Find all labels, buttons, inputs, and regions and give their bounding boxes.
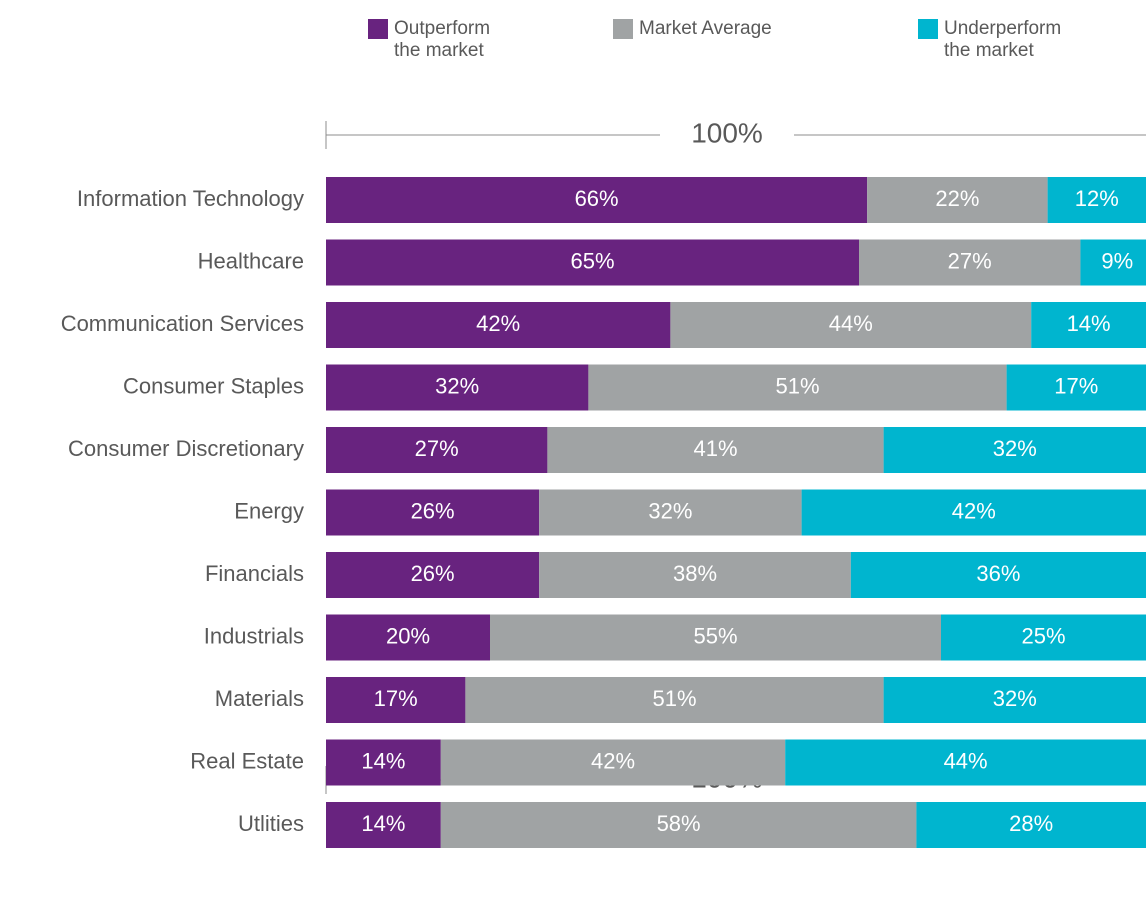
bar-segment [440, 739, 786, 786]
legend-label: Underperform the market [944, 18, 1062, 61]
data-label: 14% [361, 811, 405, 836]
bar-segment [1031, 302, 1146, 348]
bar-segment [1047, 177, 1146, 223]
category-label: Utlities [238, 811, 304, 836]
bar-segment [326, 177, 868, 223]
legend-label: Outperform the market [394, 18, 491, 61]
bar-segment [326, 802, 441, 848]
bar-segment [539, 552, 851, 598]
category-label: Information Technology [77, 186, 304, 211]
bar-segment [326, 427, 548, 473]
bar-segment [547, 427, 884, 473]
data-label: 26% [411, 561, 455, 586]
bar-segment [883, 677, 1146, 723]
data-label: 14% [361, 748, 405, 773]
data-label: 44% [944, 748, 988, 773]
category-label: Healthcare [198, 248, 304, 273]
data-label: 14% [1067, 311, 1111, 336]
scale-label: 100% [691, 117, 763, 148]
bar-segment [326, 364, 589, 411]
category-label: Consumer Staples [123, 373, 304, 398]
data-label: 32% [435, 373, 479, 398]
data-label: 38% [673, 561, 717, 586]
data-label: 32% [993, 436, 1037, 461]
bar-segment [883, 427, 1146, 473]
bar-segment [801, 489, 1146, 536]
data-label: 20% [386, 623, 430, 648]
data-label: 17% [1054, 373, 1098, 398]
data-label: 26% [411, 498, 455, 523]
bar-segment [326, 489, 540, 536]
data-label: 44% [829, 311, 873, 336]
data-label: 36% [976, 561, 1020, 586]
bar-segment [867, 177, 1048, 223]
data-label: 58% [657, 811, 701, 836]
bar-segment [588, 364, 1007, 411]
category-label: Financials [205, 561, 304, 586]
bar-segment [785, 739, 1146, 786]
legend-swatch [368, 19, 388, 39]
bar-segment [326, 677, 466, 723]
data-label: 32% [993, 686, 1037, 711]
data-label: 12% [1075, 186, 1119, 211]
bar-segment [326, 239, 859, 286]
data-label: 66% [575, 186, 619, 211]
legend-swatch [918, 19, 938, 39]
data-label: 27% [948, 248, 992, 273]
bar-segment [465, 677, 884, 723]
bar-segment [440, 802, 917, 848]
data-label: 17% [374, 686, 418, 711]
data-label: 25% [1021, 623, 1065, 648]
data-label: 42% [591, 748, 635, 773]
legend-swatch [613, 19, 633, 39]
bar-segment [326, 302, 671, 348]
category-label: Energy [234, 498, 304, 523]
legend-label: Market Average [639, 18, 772, 39]
category-label: Industrials [204, 623, 304, 648]
bar-segment [1006, 364, 1146, 411]
data-label: 51% [652, 686, 696, 711]
data-label: 65% [570, 248, 614, 273]
bar-segment [670, 302, 1032, 348]
bar-segment [326, 552, 540, 598]
data-label: 42% [476, 311, 520, 336]
data-label: 32% [648, 498, 692, 523]
bar-segment [326, 739, 441, 786]
data-label: 22% [935, 186, 979, 211]
bar-segment [1080, 239, 1146, 286]
bar-segment [326, 614, 490, 661]
data-label: 55% [693, 623, 737, 648]
category-label: Real Estate [190, 748, 304, 773]
bar-segment [916, 802, 1146, 848]
category-label: Consumer Discretionary [68, 436, 304, 461]
data-label: 9% [1101, 248, 1133, 273]
data-label: 42% [952, 498, 996, 523]
bar-segment [850, 552, 1146, 598]
data-label: 51% [775, 373, 819, 398]
bar-segment [859, 239, 1081, 286]
data-label: 28% [1009, 811, 1053, 836]
data-label: 27% [415, 436, 459, 461]
bar-segment [941, 614, 1146, 661]
bar-segment [539, 489, 802, 536]
bar-segment [490, 614, 941, 661]
data-label: 41% [693, 436, 737, 461]
category-label: Materials [215, 686, 304, 711]
category-label: Communication Services [61, 311, 304, 336]
